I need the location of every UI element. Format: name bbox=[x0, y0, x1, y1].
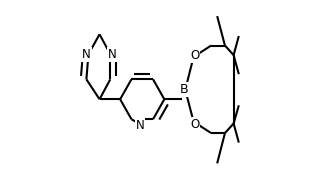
Text: O: O bbox=[190, 118, 199, 131]
Text: N: N bbox=[136, 119, 144, 132]
Text: N: N bbox=[108, 48, 117, 61]
Text: O: O bbox=[190, 49, 199, 62]
Text: N: N bbox=[82, 48, 91, 61]
Text: B: B bbox=[180, 83, 188, 96]
